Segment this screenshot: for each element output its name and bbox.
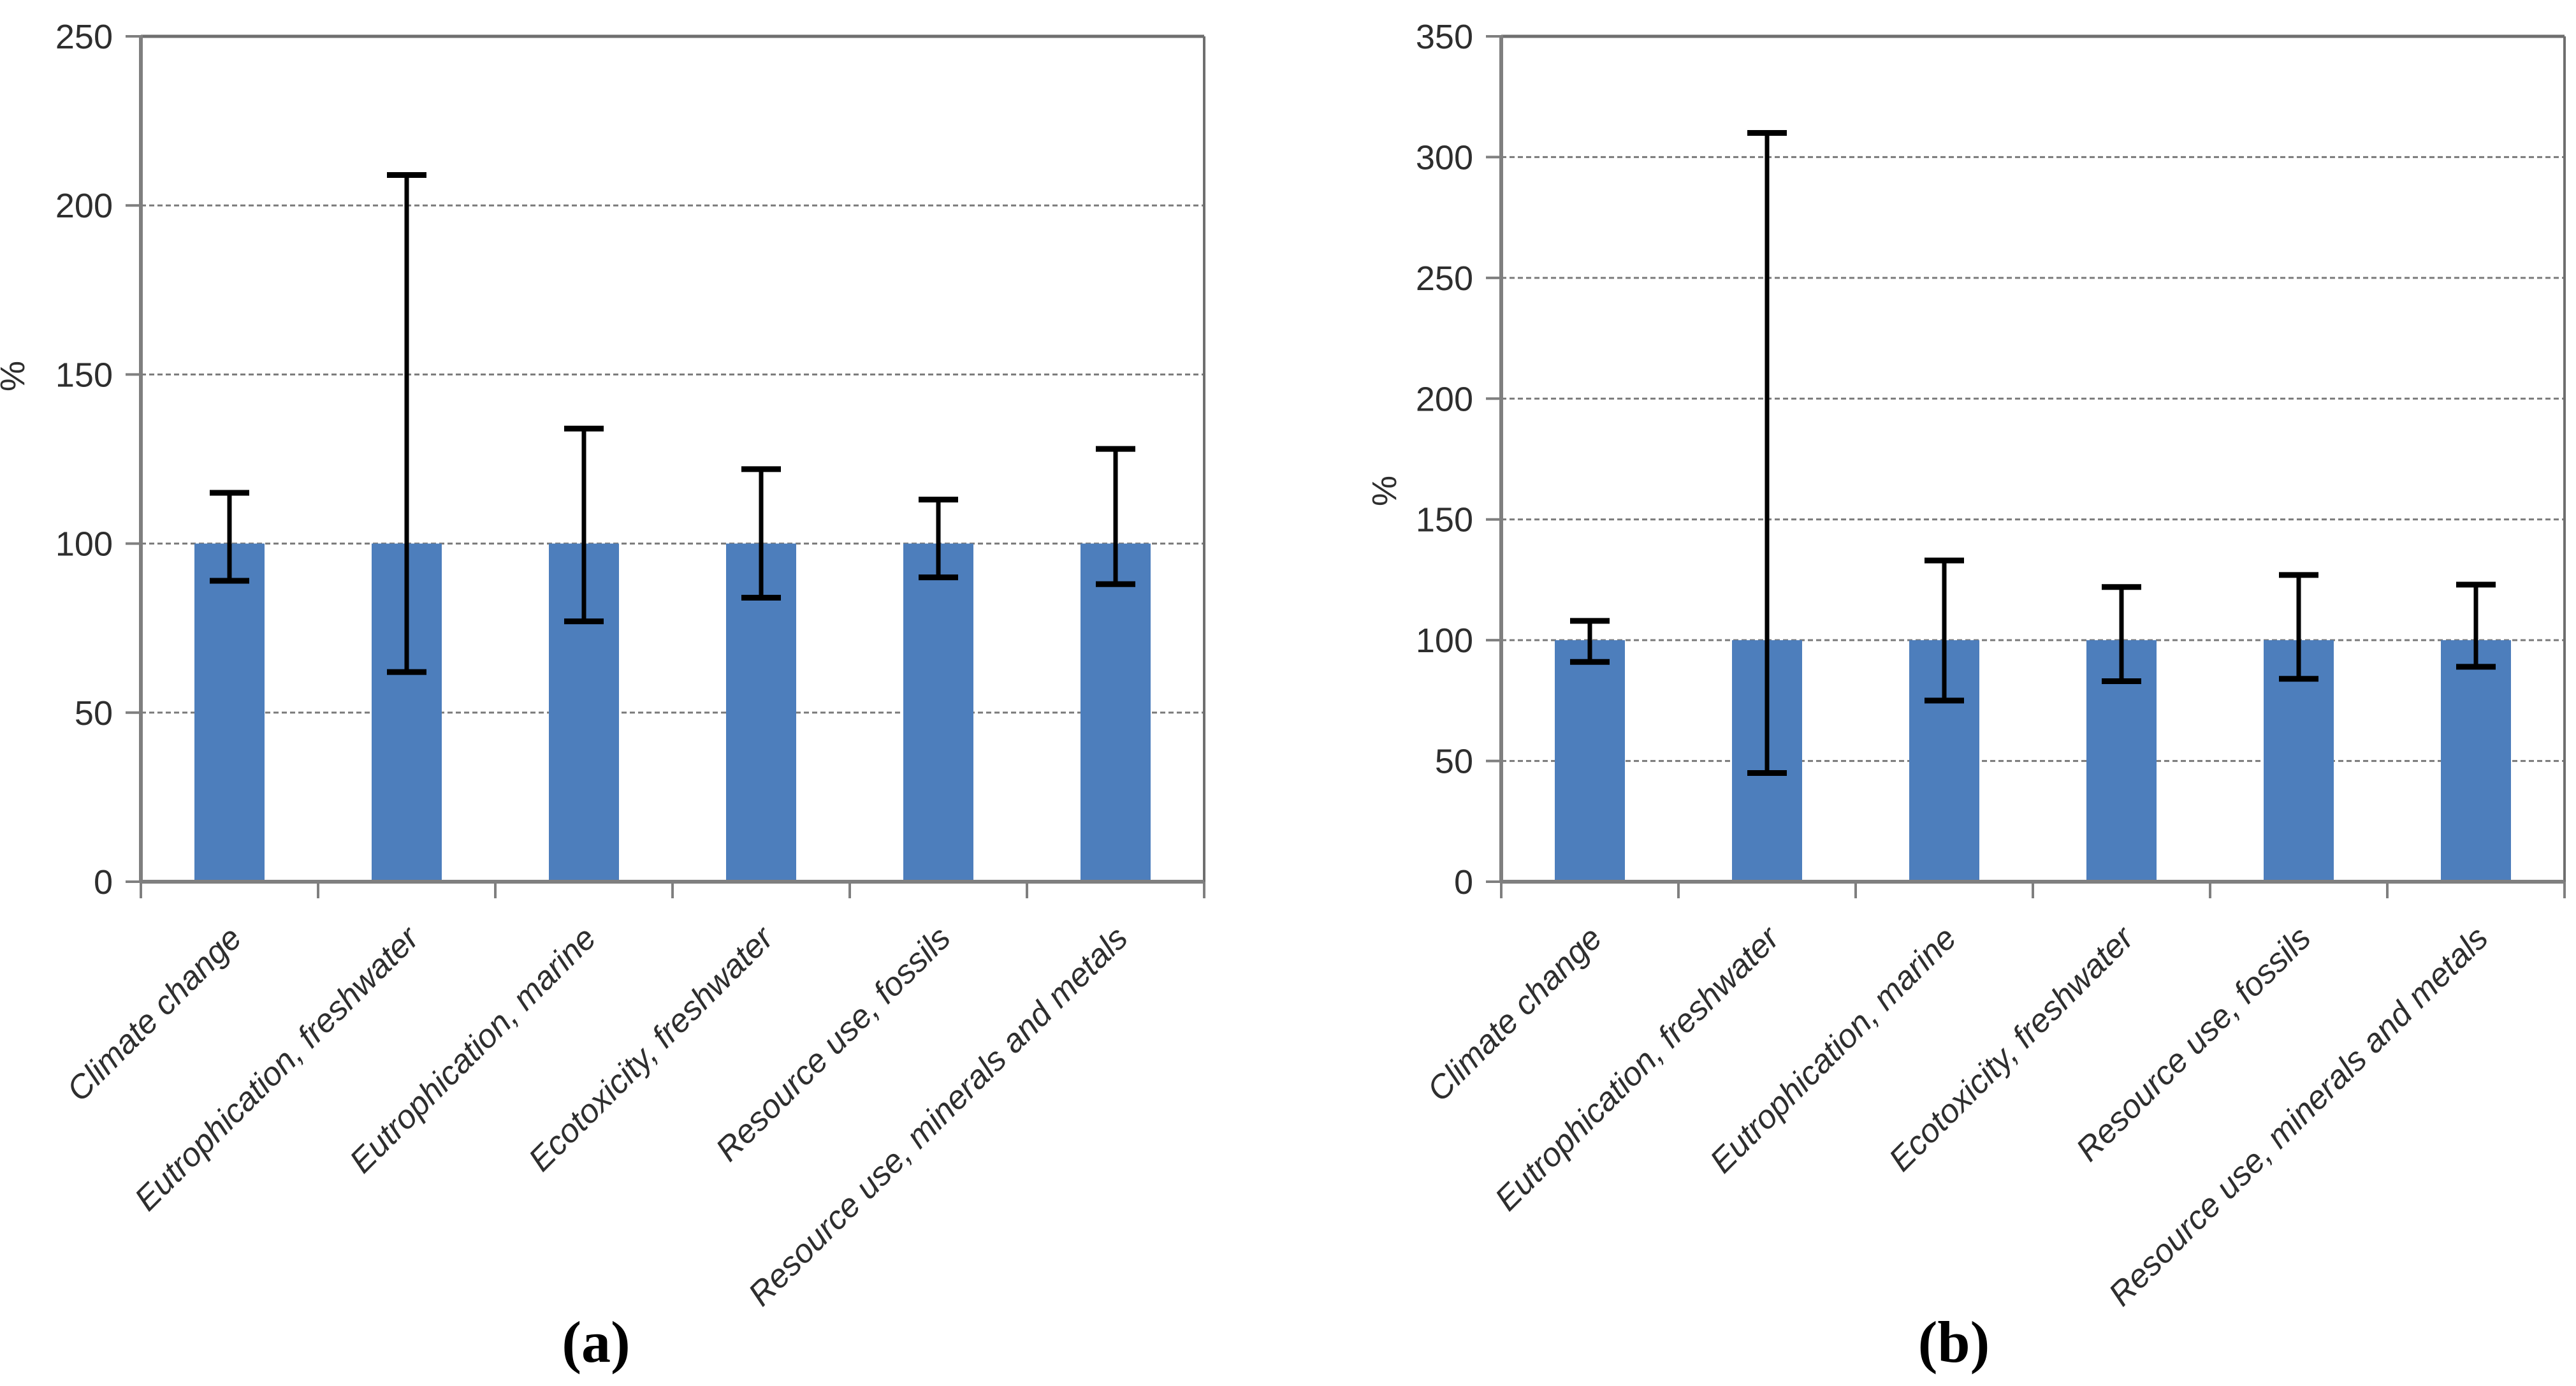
error-bar-6 <box>1096 446 1135 587</box>
error-bar-4 <box>741 466 781 601</box>
y-tick-label-100: 100 <box>1416 622 1473 660</box>
y-tick-label-0: 0 <box>1454 863 1473 901</box>
y-axis-title: % <box>0 361 32 391</box>
y-tick-label-150: 150 <box>55 356 113 394</box>
x-category-label-6: Resource use, minerals and metals <box>2102 919 2495 1313</box>
y-tick-label-0: 0 <box>94 863 113 901</box>
y-tick-label-250: 250 <box>1416 259 1473 298</box>
error-bar-2 <box>387 171 426 675</box>
error-bar-6 <box>2456 581 2496 670</box>
x-category-label-2: Eutrophication, freshwater <box>1488 919 1787 1218</box>
y-tick-label-50: 50 <box>1435 743 1473 781</box>
bar-chart-a: 0 50 100 150 200 250 Climate changeEutrophicat… <box>0 18 1205 1313</box>
error-bar-4 <box>2102 584 2141 685</box>
y-tick-label-200: 200 <box>55 187 113 225</box>
x-category-label-1: Climate change <box>1420 919 1609 1108</box>
error-bar-5 <box>2279 572 2318 682</box>
error-bar-3 <box>1925 557 1964 704</box>
x-category-label-1: Climate change <box>60 919 249 1108</box>
y-tick-label-300: 300 <box>1416 138 1473 177</box>
y-tick-label-150: 150 <box>1416 501 1473 539</box>
caption-a: (a) <box>562 1309 630 1375</box>
bar-6 <box>1081 543 1151 882</box>
x-category-label-6: Resource use, minerals and metals <box>741 919 1135 1313</box>
bar-1 <box>194 543 265 882</box>
bar-6 <box>2441 640 2511 882</box>
bar-1 <box>1555 640 1625 882</box>
caption-b: (b) <box>1917 1309 1990 1375</box>
y-tick-label-350: 350 <box>1416 18 1473 56</box>
x-category-label-2: Eutrophication, freshwater <box>127 919 427 1218</box>
error-bar-1 <box>1570 618 1610 665</box>
bar-5 <box>903 543 973 882</box>
error-bar-3 <box>564 425 604 625</box>
y-tick-label-250: 250 <box>55 18 113 56</box>
error-bar-1 <box>210 490 249 584</box>
y-tick-label-50: 50 <box>75 694 113 733</box>
y-tick-label-100: 100 <box>55 525 113 564</box>
error-bar-2 <box>1747 130 1787 777</box>
bar-chart-b: 0 50 100 150 200 250 300 350 Climate changeEutro… <box>1365 18 2566 1313</box>
y-axis-title: % <box>1365 476 1404 506</box>
error-bar-5 <box>919 497 958 581</box>
y-tick-label-200: 200 <box>1416 380 1473 418</box>
